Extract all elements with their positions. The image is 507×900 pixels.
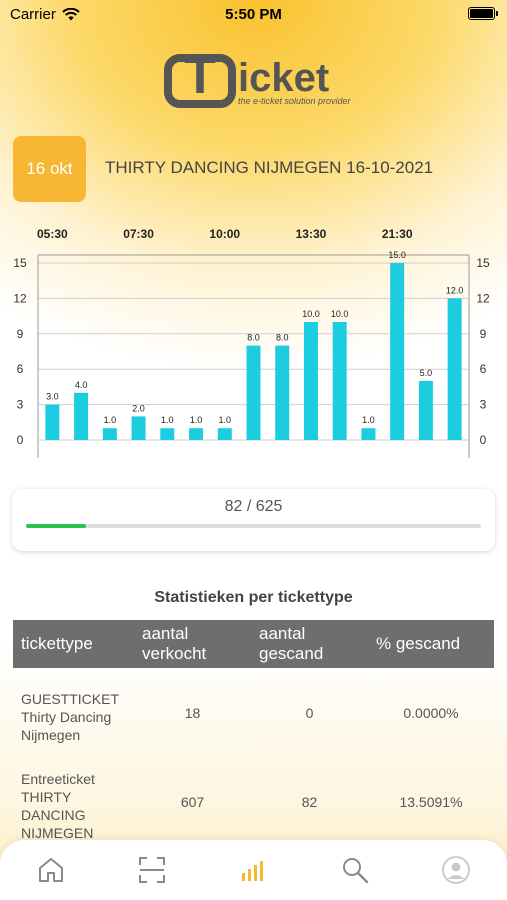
y-tick-label-right: 9 xyxy=(480,327,487,341)
tab-stats[interactable] xyxy=(228,845,278,895)
x-tick-label: 21:30 xyxy=(382,227,413,241)
event-title: THIRTY DANCING NIJMEGEN 16-10-2021 xyxy=(105,158,434,177)
chart-bar xyxy=(332,322,347,440)
x-tick-label: 13:30 xyxy=(296,227,327,241)
bar-value-label: 12.0 xyxy=(446,285,464,295)
col-header-scanned: aantal gescand xyxy=(251,620,368,668)
bar-value-label: 1.0 xyxy=(104,415,117,425)
search-icon xyxy=(342,858,369,884)
progress-label: 82 / 625 xyxy=(224,498,283,515)
y-tick-label-right: 3 xyxy=(480,398,487,412)
chart-bar xyxy=(418,381,433,440)
chart-bar xyxy=(102,428,117,440)
cell-scanned: 82 xyxy=(301,794,318,810)
x-tick-label: 05:30 xyxy=(37,227,68,241)
progress-track xyxy=(26,524,481,528)
bar-value-label: 1.0 xyxy=(219,415,232,425)
bar-value-label: 15.0 xyxy=(388,250,406,260)
tab-scan[interactable] xyxy=(127,845,177,895)
home-icon xyxy=(38,858,63,882)
bar-value-label: 3.0 xyxy=(46,392,59,402)
y-tick-label-right: 12 xyxy=(476,291,490,305)
chart-bar xyxy=(390,263,405,440)
cell-sold: 18 xyxy=(184,705,201,721)
stats-heading: Statistieken per tickettype xyxy=(154,589,353,606)
carrier-info: Carrier xyxy=(10,6,80,23)
chart-bar xyxy=(361,428,376,440)
y-tick-label-left: 9 xyxy=(17,327,24,341)
date-badge[interactable]: 16 okt xyxy=(13,136,86,202)
chart-bar xyxy=(447,298,462,440)
logo-wordmark: icket xyxy=(238,56,330,100)
logo-tagline: the e-ticket solution provider xyxy=(238,96,351,106)
logo-frame xyxy=(164,54,236,108)
logo-initial: T xyxy=(184,47,216,105)
bar-value-label: 8.0 xyxy=(247,333,260,343)
chart-bar xyxy=(131,416,146,440)
cell-tickettype: GUESTTICKET Thirty Dancing Nijmegen xyxy=(21,691,119,743)
clock: 5:50 PM xyxy=(225,6,282,23)
table-row: Entreeticket THIRTY DANCING NIJMEGEN 607… xyxy=(13,758,494,846)
chart-bar xyxy=(303,322,318,440)
tab-home[interactable] xyxy=(26,845,76,895)
chart-bar xyxy=(189,428,204,440)
status-bar: Carrier 5:50 PM xyxy=(0,0,507,30)
cell-scanned: 0 xyxy=(305,705,314,721)
y-tick-label-left: 6 xyxy=(17,362,24,376)
tab-search[interactable] xyxy=(330,845,380,895)
table-row: GUESTTICKET Thirty Dancing Nijmegen 18 0… xyxy=(13,668,494,758)
chart-bar xyxy=(275,345,290,440)
stats-icon xyxy=(242,861,264,881)
table-header-row: tickettype aantal verkocht aantal gescan… xyxy=(13,620,494,668)
x-tick-label: 07:30 xyxy=(123,227,154,241)
y-tick-label-right: 0 xyxy=(480,433,487,447)
y-tick-label-right: 6 xyxy=(480,362,487,376)
chart-bar xyxy=(160,428,175,440)
cell-tickettype: Entreeticket THIRTY DANCING NIJMEGEN xyxy=(21,771,95,841)
ticket-logo: T icket the e-ticket solution provider xyxy=(160,48,360,118)
tab-bar xyxy=(0,840,507,900)
battery-icon xyxy=(468,7,498,20)
event-header: 16 okt THIRTY DANCING NIJMEGEN 16-10-202… xyxy=(13,136,493,202)
bar-value-label: 1.0 xyxy=(161,415,174,425)
bar-value-label: 10.0 xyxy=(331,309,349,319)
progress-fill xyxy=(26,524,86,528)
cell-pct: 13.5091% xyxy=(399,794,463,810)
col-header-sold: aantal verkocht xyxy=(134,620,251,668)
carrier-label: Carrier xyxy=(10,6,56,23)
y-tick-label-left: 0 xyxy=(17,433,24,447)
scan-icon xyxy=(139,857,166,883)
y-tick-label-left: 3 xyxy=(17,398,24,412)
stats-table: tickettype aantal verkocht aantal gescan… xyxy=(13,620,494,846)
chart-bar xyxy=(217,428,232,440)
bar-value-label: 2.0 xyxy=(132,403,145,413)
cell-sold: 607 xyxy=(180,794,205,810)
y-tick-label-right: 15 xyxy=(476,256,490,270)
profile-icon xyxy=(442,856,471,884)
progress-card: 82 / 625 xyxy=(12,489,495,551)
bar-value-label: 10.0 xyxy=(302,309,320,319)
col-header-tickettype: tickettype xyxy=(13,620,134,668)
x-tick-label: 10:00 xyxy=(209,227,240,241)
col-header-pct: % gescand xyxy=(368,620,494,668)
chart-bar xyxy=(74,392,89,440)
wifi-icon xyxy=(62,8,80,21)
y-tick-label-left: 12 xyxy=(13,291,27,305)
y-tick-label-left: 15 xyxy=(13,256,27,270)
cell-pct: 0.0000% xyxy=(403,705,459,721)
tab-profile[interactable] xyxy=(431,845,481,895)
scan-chart: 0 0 3 3 6 6 9 9 12 12 15 15 3.0 4.0 1.0 2.0 1.0 1.0 1.0 8.0… xyxy=(13,227,490,458)
bar-value-label: 1.0 xyxy=(362,415,375,425)
bar-value-label: 1.0 xyxy=(190,415,203,425)
chart-bar xyxy=(45,404,60,440)
chart-bar xyxy=(246,345,261,440)
bar-value-label: 8.0 xyxy=(276,333,289,343)
bar-value-label: 4.0 xyxy=(75,380,88,390)
bar-value-label: 5.0 xyxy=(420,368,433,378)
